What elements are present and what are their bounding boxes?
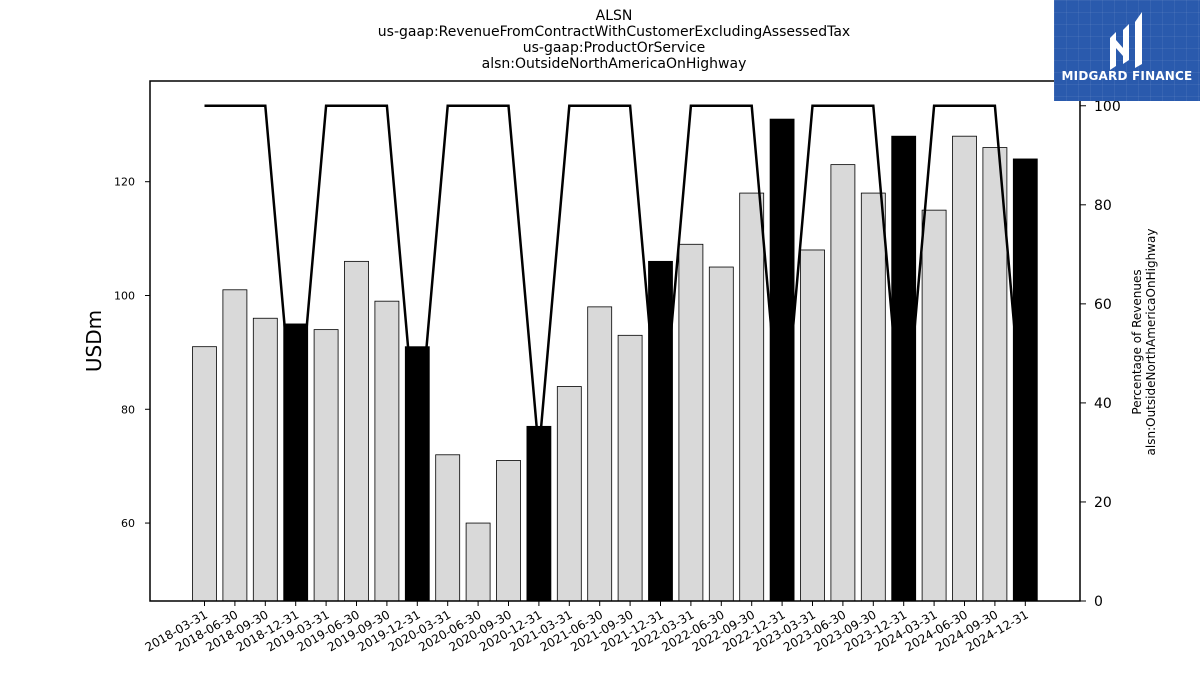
bar: [374, 300, 400, 602]
bar: [921, 209, 947, 602]
bar: [587, 306, 613, 602]
bar: [800, 249, 825, 602]
percentage-line: [204, 104, 1027, 453]
bar: [830, 164, 856, 602]
bar: [435, 454, 461, 602]
y-tick-label: 80: [121, 403, 135, 416]
bar: [678, 243, 704, 602]
bar: [982, 147, 1008, 602]
y2-tick-label: 100: [1094, 99, 1121, 115]
y2-axis-label-line: Percentage of Revenues: [1130, 269, 1144, 414]
bar: [1012, 158, 1038, 602]
y-axis-label: USDm: [82, 310, 106, 372]
chart-title-line: ALSN: [596, 8, 633, 24]
bar: [708, 266, 734, 602]
y2-tick-label: 40: [1094, 396, 1112, 412]
y-tick-label: 60: [121, 517, 135, 530]
bar: [192, 346, 217, 602]
bar: [465, 522, 491, 602]
left-y-axis: 60 80 100 120: [114, 176, 150, 530]
percentage-line-series: [204, 104, 1027, 453]
chart-title-line: us-gaap:RevenueFromContractWithCustomerE…: [378, 24, 850, 40]
bar: [556, 386, 582, 602]
y2-tick-label: 80: [1094, 198, 1112, 214]
bar: [860, 192, 886, 602]
bar: [496, 460, 521, 602]
y2-axis-label-line: alsn:OutsideNorthAmericaOnHighway: [1144, 229, 1158, 456]
bar: [344, 260, 369, 602]
bar-series: [192, 118, 1038, 602]
bar: [252, 317, 278, 602]
logo-mark-icon: [1110, 12, 1142, 70]
brand-logo: MIDGARD FINANCE: [1054, 0, 1200, 101]
bar: [222, 289, 248, 602]
y-tick-label: 120: [114, 176, 135, 189]
bar: [648, 260, 673, 602]
y2-tick-label: 0: [1094, 594, 1103, 610]
x-axis: 2018-03-312018-06-302018-09-302018-12-31…: [143, 601, 1031, 654]
bar: [617, 334, 643, 602]
chart-title-line: alsn:OutsideNorthAmericaOnHighway: [482, 56, 747, 72]
chart-title-line: us-gaap:ProductOrService: [523, 40, 706, 56]
right-y-axis-label: Percentage of Revenues alsn:OutsideNorthA…: [1130, 229, 1158, 456]
plot-frame: [149, 80, 1081, 602]
y-tick-label: 100: [114, 289, 135, 302]
chart-title: ALSNus-gaap:RevenueFromContractWithCusto…: [378, 8, 850, 72]
logo-text: MIDGARD FINANCE: [1061, 69, 1193, 83]
right-y-axis: 0 20 40 60 80 100: [1080, 99, 1121, 610]
bar: [404, 346, 430, 602]
bar: [313, 329, 339, 602]
bar: [952, 135, 977, 602]
y2-tick-label: 20: [1094, 495, 1112, 511]
y2-tick-label: 60: [1094, 297, 1112, 313]
bar: [739, 192, 765, 602]
bar: [526, 425, 552, 602]
